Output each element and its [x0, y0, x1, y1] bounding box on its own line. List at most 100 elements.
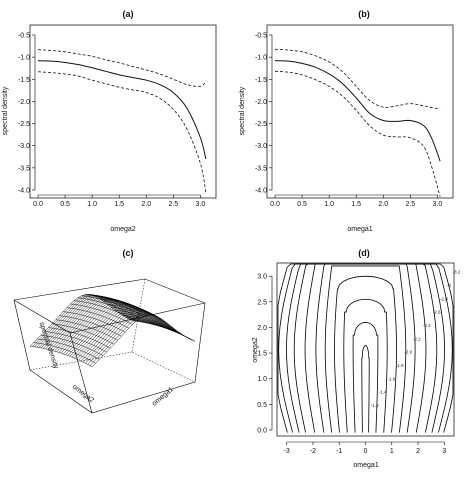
panel-c-mesh-line — [118, 312, 181, 334]
panel-b-xtick-label: 0.0 — [270, 201, 280, 208]
panel-d-ytick-label: 3.0 — [257, 274, 267, 281]
panel-c-mesh-line — [99, 298, 162, 320]
panel-a-xtick-label: 0.0 — [33, 201, 43, 208]
panel-c-mesh-line — [34, 294, 138, 347]
panel-d-ytick-label: 2.0 — [257, 325, 267, 332]
panel-a-ytick-label: -1.0 — [18, 55, 30, 62]
panel-d-contour-label: -1.2 — [371, 403, 379, 408]
panel-d-xtick-label: -1 — [336, 448, 342, 455]
panel-c-mesh-line — [114, 309, 177, 331]
panel-d-frame — [276, 262, 455, 437]
panel-a-ytick-label: -2.0 — [18, 99, 30, 106]
panel-a-ytick-label: -4.0 — [18, 188, 30, 195]
panel-c-mesh-line — [56, 299, 160, 352]
panel-b-ytick-label: -4.0 — [255, 188, 267, 195]
panel-a-ytick-label: -2.5 — [18, 121, 30, 128]
panel-c-title: (c) — [123, 248, 134, 258]
panel-c-mesh-line — [110, 306, 174, 328]
panel-b-ylabel: spectral density — [239, 86, 246, 135]
panel-a-xlabel: omega2 — [110, 226, 135, 233]
panel-a-ytick-label: -3.0 — [18, 143, 30, 150]
panel-b-xtick-label: 3.0 — [433, 201, 443, 208]
panel-d-contour-label: -1.6 — [387, 376, 395, 381]
panel-d-contour-label: -2.0 — [404, 350, 412, 355]
panel-a-line-chart: 0.0 0.5 1.0 1.5 2.0 2.5 3.0 -0.5 -1.0 -1.5 -2.0 -2.… — [2, 24, 217, 233]
panel-d-xlabel: omega1 — [353, 462, 378, 469]
panel-b-xlabel: omega1 — [347, 226, 372, 233]
panel-a-xtick-label: 1.5 — [114, 201, 124, 208]
panel-b-ytick-label: -0.5 — [255, 33, 267, 40]
panel-c-mesh-line — [47, 297, 151, 350]
panel-d-contour-label: -3 — [447, 283, 451, 288]
panel-c-mesh-line — [132, 320, 196, 342]
panel-c-mesh-line — [32, 294, 136, 347]
panel-d-xtick-label: 3 — [442, 448, 446, 455]
panel-b-xtick-label: 0.5 — [297, 201, 307, 208]
panel-b-line-chart: 0.0 0.5 1.0 1.5 2.0 2.5 3.0 -0.5 -1.0 -1.5 -2.0 -2.… — [239, 24, 454, 233]
panel-c-mesh-line — [43, 296, 147, 349]
panel-d-contour-label: -1.8 — [396, 363, 404, 368]
panel-d-contour-plot: -3 -2 -1 0 1 2 3 0.0 0.5 1.0 1.5 2.0 2.5 3.0 -1.2 -1.4… — [252, 262, 461, 469]
panel-a-ytick-label: -0.5 — [18, 33, 30, 40]
panel-b-ytick-label: -1.0 — [255, 55, 267, 62]
panel-c-mesh-line — [107, 304, 170, 325]
panel-d-contour-label: -2.8 — [440, 296, 448, 301]
panel-c-mesh-line — [45, 296, 149, 350]
panel-c-front-edges — [13, 299, 206, 414]
panel-a-xtick-label: 3.0 — [196, 201, 206, 208]
panel-d-xtick-label: -2 — [310, 448, 316, 455]
panel-d-xtick-label: 0 — [364, 448, 368, 455]
panel-b-xtick-label: 2.5 — [405, 201, 415, 208]
panel-b-lower-band-line — [274, 70, 441, 197]
panel-d-title: (d) — [358, 248, 370, 258]
panel-d-contour-line — [277, 263, 454, 433]
panel-b-ytick-label: -3.5 — [255, 165, 267, 172]
panel-d-ytick-label: 0.0 — [257, 428, 267, 435]
panel-d-contour-line — [361, 344, 370, 433]
panel-b-ytick-label: -3.0 — [255, 143, 267, 150]
panel-d-xtick-label: 2 — [416, 448, 420, 455]
panel-a-ytick-label: -1.5 — [18, 77, 30, 84]
panel-c-surface-mesh — [29, 294, 196, 367]
panel-b-ytick-label: -2.0 — [255, 99, 267, 106]
panel-d-ytick-label: 1.5 — [257, 351, 267, 358]
panel-b-ytick-label: -1.5 — [255, 77, 267, 84]
panel-d-ytick-label: 2.5 — [257, 299, 267, 306]
panel-a-ylabel: spectral density — [2, 86, 9, 135]
panel-d-xtick-label: 1 — [390, 448, 394, 455]
panel-b-xtick-label: 2.0 — [378, 201, 388, 208]
panel-c-hidden-edge — [131, 278, 196, 383]
panel-c-mesh-line — [49, 297, 154, 351]
panel-d-xtick-label: -3 — [284, 448, 290, 455]
panel-d-contour-label: -2.4 — [423, 323, 431, 328]
panel-b-upper-band-line — [274, 48, 441, 110]
panel-c-mesh-line — [29, 294, 134, 347]
panel-c-mesh-line — [58, 300, 162, 353]
panel-c-mesh-line — [38, 295, 142, 348]
panel-a-xtick-label: 0.5 — [60, 201, 70, 208]
panel-a-frame — [29, 24, 217, 199]
panel-d-contour-label: -2.6 — [433, 310, 441, 315]
panel-b-estimate-line — [274, 60, 441, 162]
panel-d-contour-label: -1.4 — [379, 390, 387, 395]
panel-a-ytick-label: -3.5 — [18, 165, 30, 172]
panel-b-xtick-label: 1.5 — [351, 201, 361, 208]
panel-d-ytick-label: 0.5 — [257, 402, 267, 409]
panel-a-title: (a) — [123, 9, 134, 19]
panel-b-frame — [266, 24, 454, 199]
panel-c-mesh-line — [103, 301, 166, 323]
panel-d-contour-line — [343, 298, 388, 433]
panel-d-ytick-label: 1.0 — [257, 376, 267, 383]
panel-a-xtick-label: 1.0 — [87, 201, 97, 208]
panel-d-contour-line — [334, 275, 397, 433]
panel-c-mesh-line — [40, 295, 145, 349]
panel-a-xtick-label: 2.5 — [168, 201, 178, 208]
panel-d-ylabel: omega2 — [252, 337, 259, 362]
panel-b-ytick-label: -2.5 — [255, 121, 267, 128]
panel-c-mesh-line — [36, 295, 140, 348]
panel-a-xtick-label: 2.0 — [141, 201, 151, 208]
panel-c-front-edge — [69, 302, 206, 334]
panel-d-contour-label: -2.2 — [413, 336, 421, 341]
panel-d-contour-line — [352, 321, 379, 433]
